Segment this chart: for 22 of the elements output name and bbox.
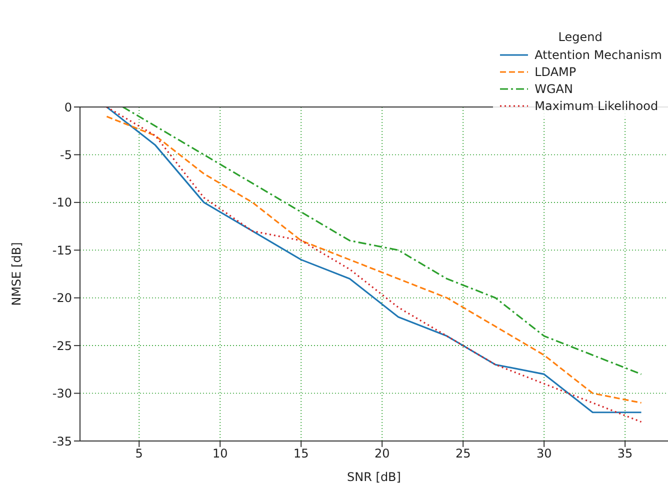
y-tick-label: -5 bbox=[60, 148, 72, 162]
legend-label: WGAN bbox=[534, 82, 573, 96]
x-axis-title: SNR [dB] bbox=[347, 470, 401, 484]
y-tick-label: -20 bbox=[52, 291, 72, 306]
x-tick-label: 30 bbox=[536, 446, 552, 461]
y-tick-label: -35 bbox=[52, 434, 72, 448]
y-tick-label: -25 bbox=[52, 338, 72, 353]
x-tick-label: 10 bbox=[212, 446, 228, 461]
y-tick-label: -15 bbox=[52, 243, 72, 258]
y-tick-label: 0 bbox=[64, 100, 72, 114]
y-axis-title: NMSE [dB] bbox=[9, 242, 24, 306]
y-tick-label: -10 bbox=[52, 196, 72, 210]
x-tick-label: 15 bbox=[293, 446, 309, 461]
y-tick-label: -30 bbox=[52, 386, 72, 401]
legend-label: LDAMP bbox=[534, 64, 576, 78]
x-tick-label: 20 bbox=[374, 446, 390, 461]
x-tick-label: 35 bbox=[617, 446, 633, 461]
legend-label: Maximum Likelihood bbox=[534, 98, 658, 112]
legend-label: Attention Mechanism bbox=[534, 48, 662, 62]
x-tick-label: 25 bbox=[455, 446, 471, 461]
legend-title: Legend bbox=[557, 30, 604, 44]
x-tick-label: 5 bbox=[135, 446, 143, 461]
